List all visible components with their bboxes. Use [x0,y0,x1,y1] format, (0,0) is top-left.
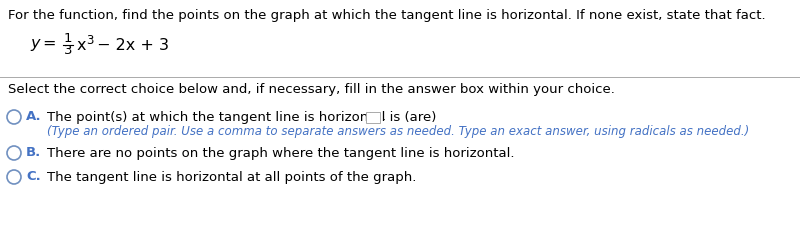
Text: (Type an ordered pair. Use a comma to separate answers as needed. Type an exact : (Type an ordered pair. Use a comma to se… [47,125,750,137]
Text: A.: A. [26,110,42,124]
Text: For the function, find the points on the graph at which the tangent line is hori: For the function, find the points on the… [8,9,766,22]
Text: 3: 3 [86,34,94,47]
Text: Select the correct choice below and, if necessary, fill in the answer box within: Select the correct choice below and, if … [8,83,615,96]
Text: The tangent line is horizontal at all points of the graph.: The tangent line is horizontal at all po… [47,171,416,184]
Text: B.: B. [26,146,42,160]
Text: The point(s) at which the tangent line is horizontal is (are): The point(s) at which the tangent line i… [47,110,441,124]
Text: − 2x + 3: − 2x + 3 [92,38,169,52]
Text: 3: 3 [64,44,72,58]
Text: $y = $: $y = $ [30,37,57,53]
Text: C.: C. [26,171,41,184]
Text: There are no points on the graph where the tangent line is horizontal.: There are no points on the graph where t… [47,146,514,160]
Text: .: . [382,110,386,124]
Text: x: x [77,38,86,52]
Text: 1: 1 [64,32,72,46]
FancyBboxPatch shape [366,111,380,122]
